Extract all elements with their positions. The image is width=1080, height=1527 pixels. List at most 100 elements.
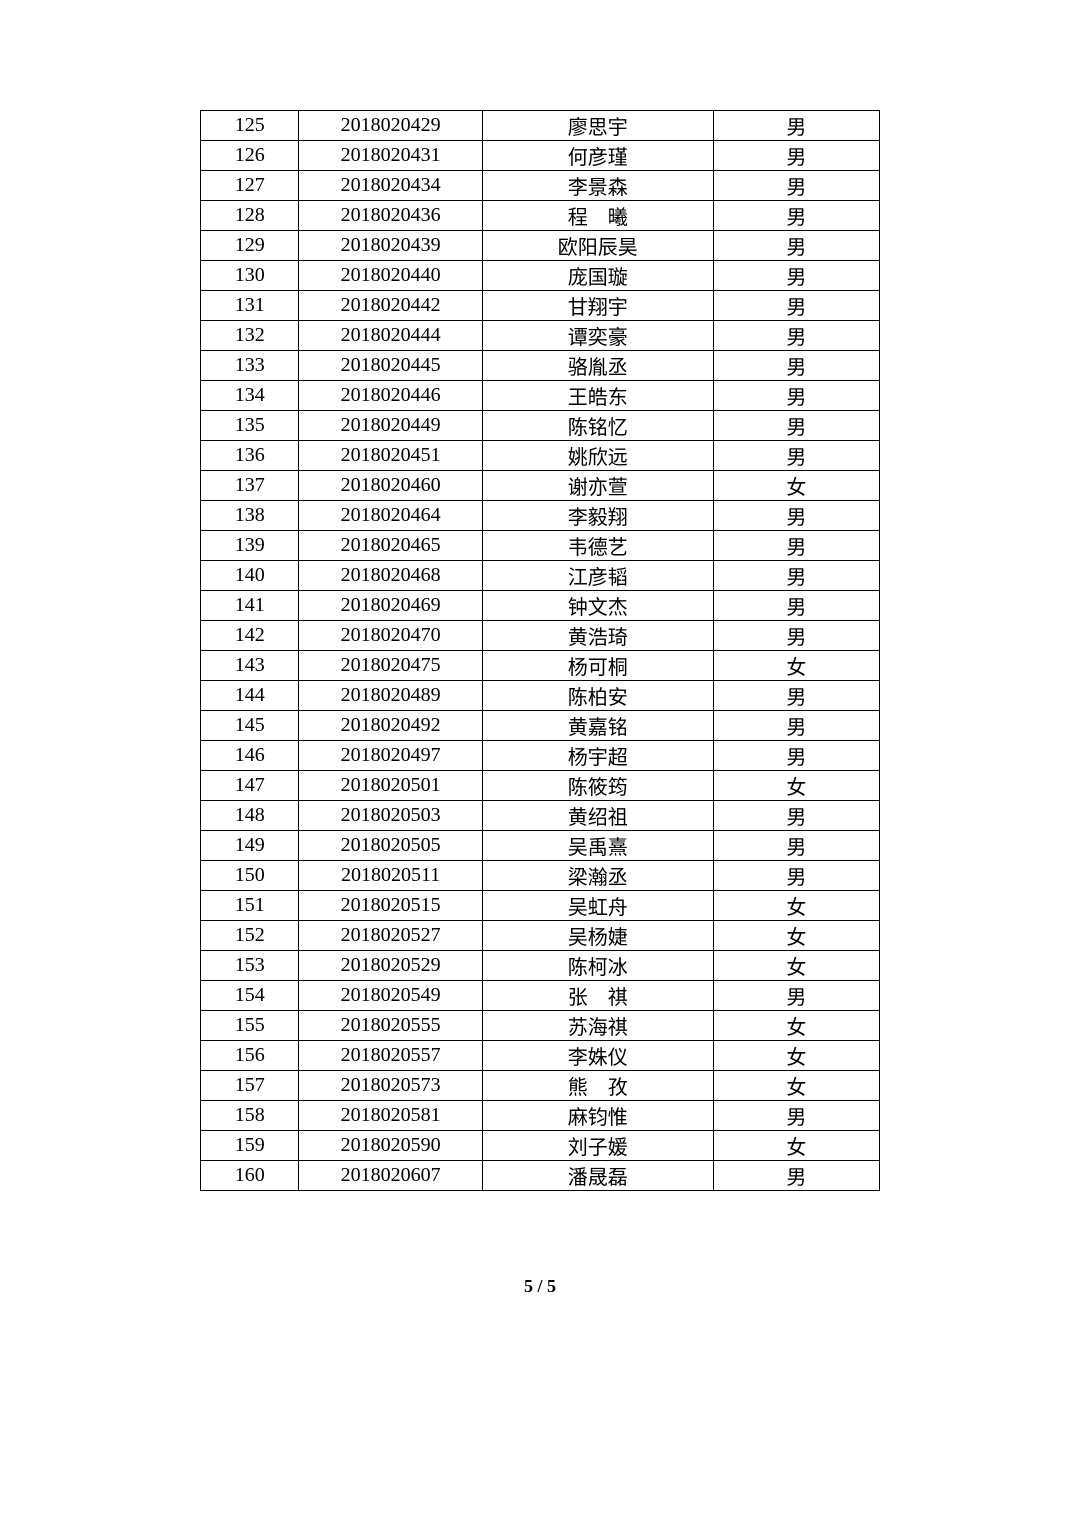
cell-seq: 128: [201, 201, 299, 231]
table-row: 1602018020607潘晟磊男: [201, 1161, 880, 1191]
cell-seq: 127: [201, 171, 299, 201]
table-row: 1292018020439欧阳辰昊男: [201, 231, 880, 261]
table-row: 1492018020505吴禹熹男: [201, 831, 880, 861]
cell-gender: 男: [713, 291, 879, 321]
table-row: 1582018020581麻钧惟男: [201, 1101, 880, 1131]
cell-seq: 150: [201, 861, 299, 891]
table-row: 1402018020468江彦韬男: [201, 561, 880, 591]
cell-seq: 141: [201, 591, 299, 621]
cell-id: 2018020497: [299, 741, 482, 771]
page-footer: 5 / 5: [0, 1276, 1080, 1297]
cell-name: 王皓东: [482, 381, 713, 411]
cell-gender: 男: [713, 711, 879, 741]
cell-seq: 160: [201, 1161, 299, 1191]
cell-seq: 154: [201, 981, 299, 1011]
cell-id: 2018020549: [299, 981, 482, 1011]
cell-name: 陈柏安: [482, 681, 713, 711]
cell-gender: 男: [713, 381, 879, 411]
cell-id: 2018020581: [299, 1101, 482, 1131]
cell-id: 2018020440: [299, 261, 482, 291]
cell-seq: 142: [201, 621, 299, 651]
cell-gender: 男: [713, 171, 879, 201]
cell-name: 张 祺: [482, 981, 713, 1011]
cell-seq: 138: [201, 501, 299, 531]
cell-id: 2018020527: [299, 921, 482, 951]
cell-seq: 156: [201, 1041, 299, 1071]
cell-seq: 135: [201, 411, 299, 441]
table-row: 1422018020470黄浩琦男: [201, 621, 880, 651]
cell-id: 2018020607: [299, 1161, 482, 1191]
table-row: 1262018020431何彦瑾男: [201, 141, 880, 171]
table-row: 1332018020445骆胤丞男: [201, 351, 880, 381]
cell-seq: 126: [201, 141, 299, 171]
cell-id: 2018020429: [299, 111, 482, 141]
cell-seq: 134: [201, 381, 299, 411]
table-row: 1512018020515吴虹舟女: [201, 891, 880, 921]
table-row: 1372018020460谢亦萱女: [201, 471, 880, 501]
cell-seq: 130: [201, 261, 299, 291]
cell-seq: 147: [201, 771, 299, 801]
cell-gender: 女: [713, 921, 879, 951]
cell-gender: 男: [713, 261, 879, 291]
cell-name: 麻钧惟: [482, 1101, 713, 1131]
cell-gender: 女: [713, 651, 879, 681]
cell-name: 甘翔宇: [482, 291, 713, 321]
cell-id: 2018020505: [299, 831, 482, 861]
table-row: 1472018020501陈筱筠女: [201, 771, 880, 801]
cell-id: 2018020431: [299, 141, 482, 171]
cell-id: 2018020492: [299, 711, 482, 741]
cell-seq: 152: [201, 921, 299, 951]
cell-name: 姚欣远: [482, 441, 713, 471]
cell-gender: 男: [713, 981, 879, 1011]
table-row: 1382018020464李毅翔男: [201, 501, 880, 531]
table-row: 1542018020549张 祺男: [201, 981, 880, 1011]
cell-id: 2018020470: [299, 621, 482, 651]
cell-seq: 136: [201, 441, 299, 471]
cell-id: 2018020460: [299, 471, 482, 501]
cell-id: 2018020439: [299, 231, 482, 261]
table-row: 1562018020557李姝仪女: [201, 1041, 880, 1071]
cell-gender: 男: [713, 531, 879, 561]
cell-name: 欧阳辰昊: [482, 231, 713, 261]
cell-gender: 男: [713, 681, 879, 711]
table-row: 1362018020451姚欣远男: [201, 441, 880, 471]
table-body: 1252018020429廖思宇男1262018020431何彦瑾男127201…: [201, 111, 880, 1191]
student-table: 1252018020429廖思宇男1262018020431何彦瑾男127201…: [200, 110, 880, 1191]
cell-seq: 132: [201, 321, 299, 351]
cell-gender: 男: [713, 201, 879, 231]
table-row: 1412018020469钟文杰男: [201, 591, 880, 621]
cell-name: 程 曦: [482, 201, 713, 231]
table-row: 1572018020573熊 孜女: [201, 1071, 880, 1101]
cell-seq: 155: [201, 1011, 299, 1041]
cell-name: 刘子媛: [482, 1131, 713, 1161]
cell-gender: 女: [713, 1131, 879, 1161]
cell-seq: 149: [201, 831, 299, 861]
cell-name: 潘晟磊: [482, 1161, 713, 1191]
cell-name: 吴杨婕: [482, 921, 713, 951]
cell-seq: 144: [201, 681, 299, 711]
cell-gender: 男: [713, 111, 879, 141]
cell-name: 杨可桐: [482, 651, 713, 681]
cell-name: 江彦韬: [482, 561, 713, 591]
cell-id: 2018020442: [299, 291, 482, 321]
table-row: 1322018020444谭奕豪男: [201, 321, 880, 351]
table-row: 1282018020436程 曦男: [201, 201, 880, 231]
cell-gender: 女: [713, 771, 879, 801]
cell-seq: 145: [201, 711, 299, 741]
cell-seq: 140: [201, 561, 299, 591]
cell-name: 廖思宇: [482, 111, 713, 141]
cell-gender: 男: [713, 591, 879, 621]
table-row: 1482018020503黄绍祖男: [201, 801, 880, 831]
cell-gender: 男: [713, 1101, 879, 1131]
table-row: 1452018020492黄嘉铭男: [201, 711, 880, 741]
cell-gender: 男: [713, 351, 879, 381]
cell-name: 李姝仪: [482, 1041, 713, 1071]
cell-seq: 137: [201, 471, 299, 501]
cell-id: 2018020590: [299, 1131, 482, 1161]
cell-name: 李景森: [482, 171, 713, 201]
cell-name: 陈柯冰: [482, 951, 713, 981]
cell-name: 吴虹舟: [482, 891, 713, 921]
cell-id: 2018020529: [299, 951, 482, 981]
cell-name: 钟文杰: [482, 591, 713, 621]
table-row: 1462018020497杨宇超男: [201, 741, 880, 771]
